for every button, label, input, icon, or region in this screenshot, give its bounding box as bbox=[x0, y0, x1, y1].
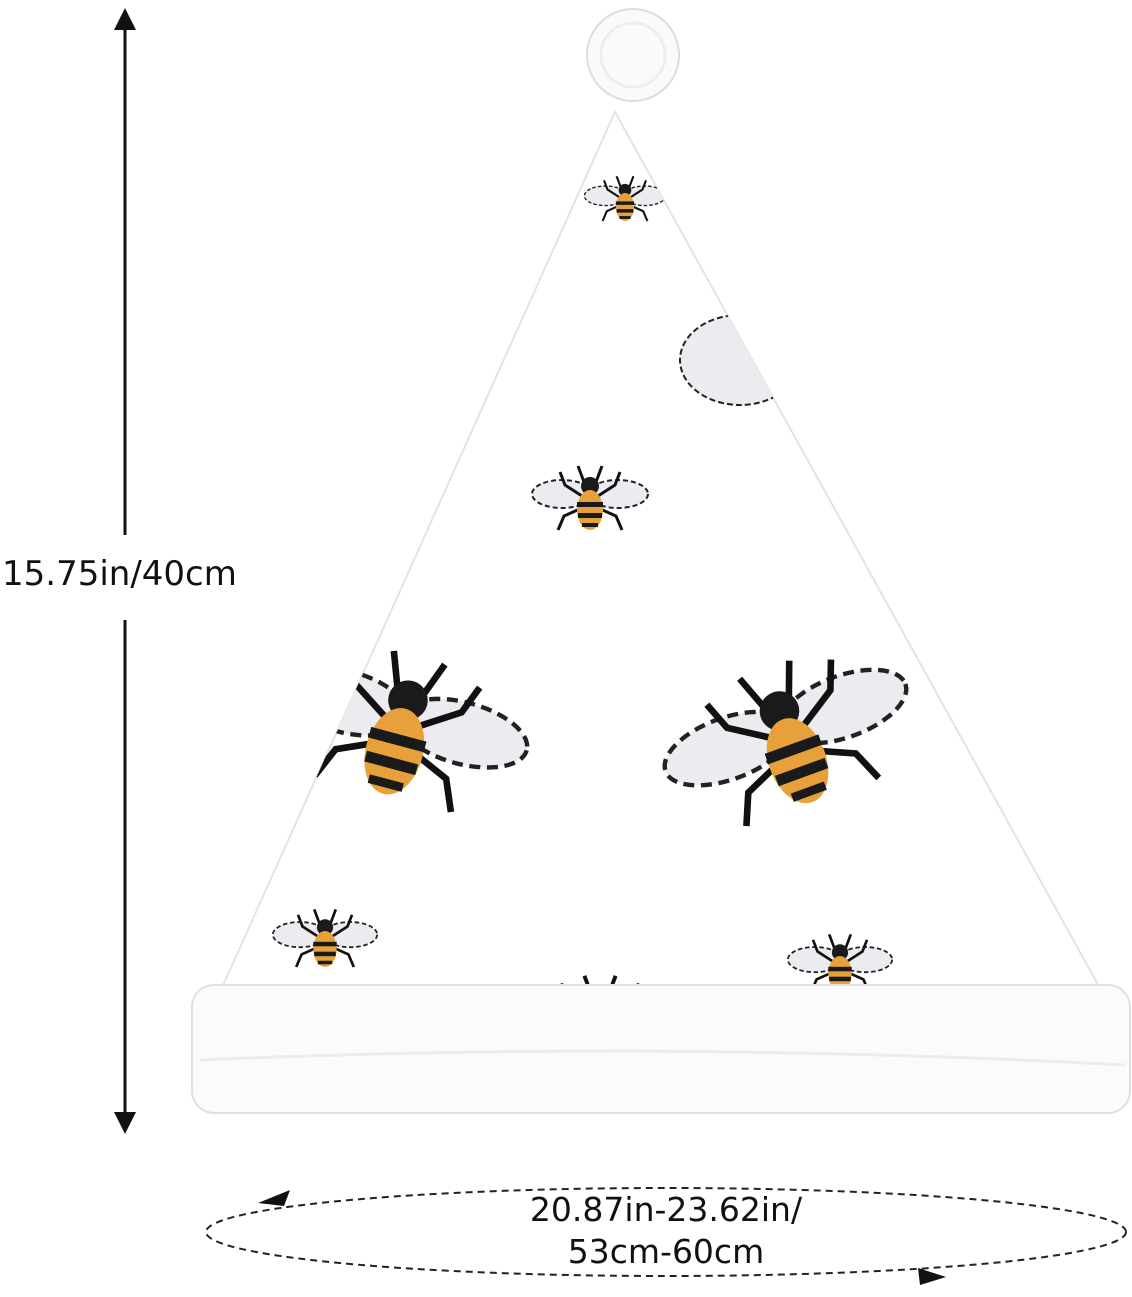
height-arrow bbox=[114, 8, 136, 1134]
hat-cone bbox=[210, 109, 1114, 1011]
circumference-ellipse bbox=[205, 1187, 1127, 1285]
hat-brim bbox=[191, 984, 1131, 1114]
height-label: 15.75in/40cm bbox=[2, 554, 237, 594]
circumference-label-line1: 20.87in-23.62in/ bbox=[529, 1190, 803, 1229]
circumference-label-line2: 53cm-60cm bbox=[567, 1232, 765, 1271]
